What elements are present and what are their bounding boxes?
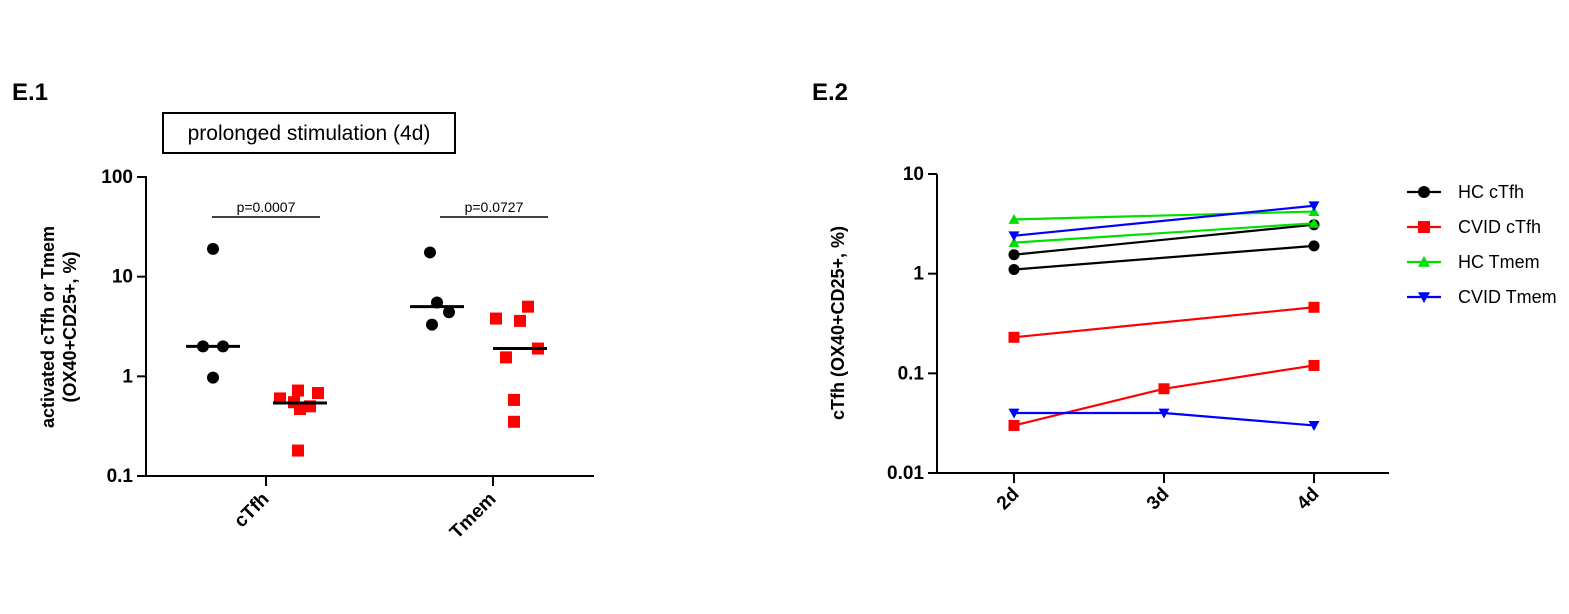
data-point-red [490, 312, 502, 325]
subtitle: prolonged stimulation (4d) [188, 122, 431, 145]
scatter-marks [186, 242, 547, 457]
series-line [1013, 204, 1315, 237]
series-lines [1008, 201, 1320, 431]
series-line [1013, 222, 1315, 244]
legend-swatch-marker [1418, 186, 1430, 198]
data-point-black [207, 371, 219, 384]
data-point-black [426, 318, 438, 331]
data-point-black [424, 246, 436, 259]
series-line [1013, 223, 1315, 256]
x-axis-ticks: 2d 3d 4d [993, 473, 1324, 514]
legend-label: CVID cTfh [1458, 217, 1541, 237]
y-tick-label: 0.01 [887, 463, 924, 484]
series-point [1158, 383, 1170, 395]
x-tick-label: 3d [1143, 484, 1174, 515]
subtitle-box [162, 112, 456, 154]
series-point [1308, 359, 1320, 371]
legend-item: CVID Tmem [1407, 287, 1557, 307]
legend-item: HC Tmem [1407, 252, 1540, 272]
series-point [1008, 419, 1020, 431]
legend: HC cTfh CVID cTfh HC Tmem CVID Tmem [1407, 182, 1557, 307]
x-axis-ticks: cTfh Tmem [230, 476, 501, 543]
y-axis-ticks: 0.01 0.1 1 10 [887, 164, 937, 484]
legend-swatch-marker [1418, 221, 1430, 233]
p-value-label: p=0.0007 [237, 199, 296, 215]
y-tick-label: 1 [122, 366, 133, 387]
panel-e1-label: E.1 [12, 79, 48, 106]
y-axis-ticks: 0.1 1 10 100 [101, 167, 146, 487]
series-point [1008, 213, 1020, 224]
y-axis-label-line1: activated cTfh or Tmem [38, 226, 58, 428]
x-tick-label: 4d [1293, 484, 1324, 515]
series-point [1308, 421, 1320, 431]
legend-label: HC Tmem [1458, 252, 1540, 272]
series-point [1308, 301, 1320, 313]
y-tick-label: 10 [112, 267, 133, 288]
series-point [1008, 249, 1020, 261]
data-point-red [508, 393, 520, 406]
data-point-red [312, 387, 324, 400]
data-point-red [292, 444, 304, 457]
data-point-red [514, 314, 526, 327]
significance-annotations: p=0.0007 p=0.0727 [212, 199, 548, 218]
data-point-black [443, 306, 455, 319]
y-tick-label: 10 [903, 164, 924, 185]
panel-e1: E.1 prolonged stimulation (4d) activated… [12, 79, 594, 543]
x-tick-label: cTfh [230, 489, 273, 532]
data-point-red [292, 384, 304, 397]
series-point [1008, 264, 1020, 276]
series-line [1013, 244, 1315, 271]
data-point-red [522, 300, 534, 313]
series-point [1008, 231, 1020, 242]
series-point [1008, 408, 1020, 419]
series-point [1308, 240, 1320, 252]
data-point-red [294, 403, 306, 416]
series-point [1308, 217, 1320, 228]
legend-swatch-marker [1418, 256, 1430, 267]
legend-item: HC cTfh [1407, 182, 1524, 202]
series-point [1008, 331, 1020, 343]
data-point-red [500, 351, 512, 364]
series-line [1013, 210, 1315, 221]
y-tick-label: 0.1 [107, 466, 134, 487]
panel-e2-label: E.2 [812, 79, 848, 106]
p-value-label: p=0.0727 [465, 199, 524, 215]
y-tick-label: 100 [101, 167, 133, 188]
x-tick-label: 2d [993, 484, 1024, 515]
series-point [1308, 201, 1320, 212]
y-tick-label: 1 [913, 264, 924, 285]
data-point-red [274, 392, 286, 405]
y-axis-label: cTfh (OX40+CD25+, %) [828, 226, 848, 420]
x-tick-label: Tmem [446, 489, 500, 543]
panel-e2: E.2 cTfh (OX40+CD25+, %) 0.01 0.1 1 10 2d 3d… [812, 79, 1557, 514]
y-tick-label: 0.1 [898, 363, 925, 384]
legend-item: CVID cTfh [1407, 217, 1541, 237]
legend-label: CVID Tmem [1458, 287, 1557, 307]
series-line [1013, 306, 1315, 339]
data-point-black [207, 242, 219, 255]
data-point-red [508, 415, 520, 428]
series-point [1158, 408, 1170, 419]
legend-label: HC cTfh [1458, 182, 1524, 202]
series-point [1008, 237, 1020, 247]
legend-swatch-marker [1418, 292, 1430, 303]
y-axis-label-line2: (OX40+CD25+, %) [60, 251, 80, 402]
